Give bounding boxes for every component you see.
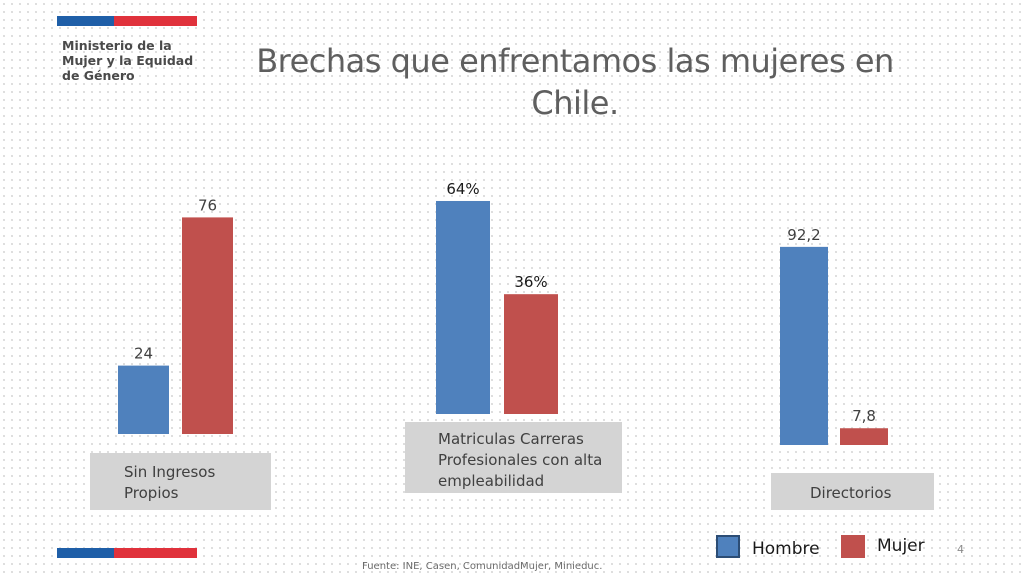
ministry-line: Mujer y la Equidad [62, 53, 194, 68]
ministry-line: de Género [62, 68, 135, 83]
bar-mujer [840, 428, 888, 445]
ministry-line: Ministerio de la [62, 38, 172, 53]
slide-title: Brechas que enfrentamos las mujeres en C… [240, 40, 910, 124]
data-label: 36% [514, 273, 547, 291]
title-line: Brechas que enfrentamos las mujeres en [256, 42, 894, 80]
legend-label-hombre: Hombre [752, 539, 820, 559]
data-label: 64% [446, 180, 479, 198]
data-label: 92,2 [787, 226, 820, 244]
logo-flag-bottom [57, 548, 197, 558]
category-box [90, 453, 271, 510]
data-label: 24 [134, 345, 153, 363]
bar-mujer [504, 294, 558, 414]
page-number: 4 [957, 543, 964, 556]
legend-swatch-mujer [841, 535, 865, 558]
bar-mujer [182, 217, 233, 434]
ministry-logo-text: Ministerio de la Mujer y la Equidad de G… [62, 38, 222, 83]
legend-swatch-hombre [716, 535, 740, 558]
legend-label-mujer: Mujer [877, 536, 925, 556]
logo-flag-top [57, 16, 197, 26]
bar-hombre [436, 200, 490, 414]
category-label: Propios [124, 484, 179, 502]
category-label: Matriculas Carreras [438, 430, 584, 448]
category-box [405, 422, 622, 493]
category-label: Sin Ingresos [124, 463, 215, 481]
source-note: Fuente: INE, Casen, ComunidadMujer, Mini… [362, 561, 603, 572]
bar-hombre [118, 365, 169, 434]
title-line: Chile. [531, 84, 619, 122]
data-label: 7,8 [852, 407, 876, 425]
category-label: Directorios [810, 484, 892, 502]
bar-hombre [780, 246, 828, 445]
category-box [771, 473, 934, 510]
category-label: Profesionales con alta [438, 451, 602, 469]
data-label: 76 [198, 196, 217, 214]
category-label: empleabilidad [438, 472, 544, 490]
